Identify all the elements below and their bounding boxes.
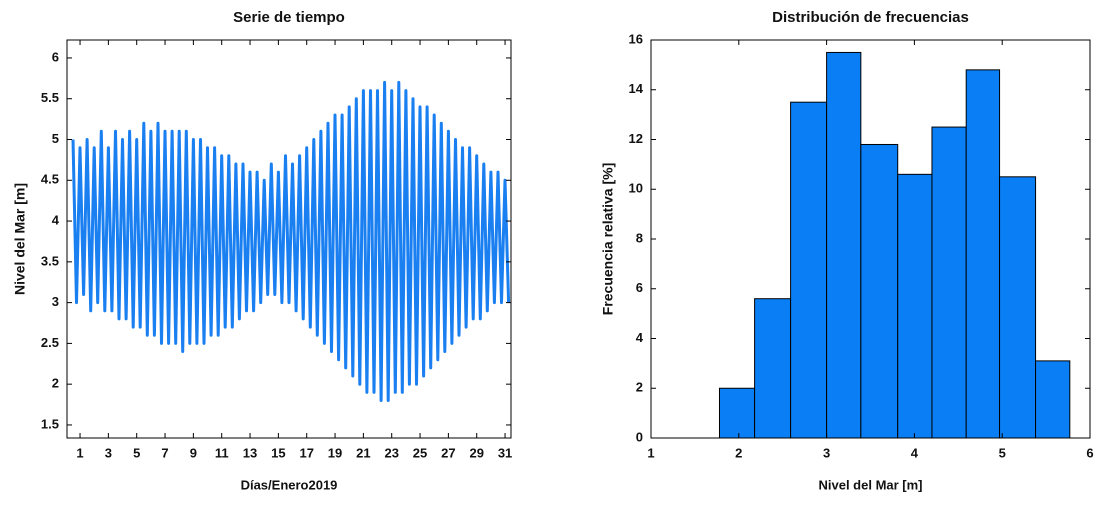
x-tick-label: 29 xyxy=(469,445,483,460)
y-tick-label: 3 xyxy=(52,294,59,309)
x-axis-label: Nivel del Mar [m] xyxy=(818,477,922,492)
data-line xyxy=(71,80,511,402)
y-tick-label: 0 xyxy=(636,429,643,444)
y-tick-label: 5 xyxy=(52,131,59,146)
x-tick-label: 3 xyxy=(105,445,112,460)
y-tick-label: 14 xyxy=(629,81,644,96)
y-tick-label: 4 xyxy=(52,212,60,227)
y-tick-label: 16 xyxy=(629,31,643,46)
bar xyxy=(754,298,792,439)
y-axis-label: Nivel del Mar [m] xyxy=(12,183,28,295)
y-tick-label: 6 xyxy=(52,49,59,64)
bar xyxy=(931,126,967,439)
y-tick-label: 3.5 xyxy=(41,253,59,268)
chart-title: Distribución de frecuencias xyxy=(772,9,969,26)
bar xyxy=(897,173,933,439)
x-tick-label: 11 xyxy=(215,445,229,460)
x-tick-label: 7 xyxy=(161,445,168,460)
x-tick-label: 5 xyxy=(999,445,1006,460)
chart-title: Serie de tiempo xyxy=(233,9,345,26)
x-tick-label: 15 xyxy=(271,445,285,460)
x-tick-label: 1 xyxy=(76,445,83,460)
x-tick-label: 5 xyxy=(133,445,140,460)
y-tick-label: 5.5 xyxy=(41,90,59,105)
y-tick-label: 8 xyxy=(636,230,643,245)
plot-frame xyxy=(66,39,512,439)
y-tick-label: 4.5 xyxy=(41,172,59,187)
bar xyxy=(718,387,756,439)
bar xyxy=(965,69,1001,439)
x-tick-label: 17 xyxy=(299,445,313,460)
y-tick-label: 2 xyxy=(636,380,643,395)
bar xyxy=(790,101,828,439)
bar xyxy=(1035,360,1071,439)
y-tick-label: 6 xyxy=(636,280,643,295)
x-tick-label: 4 xyxy=(911,445,919,460)
y-tick-label: 4 xyxy=(636,330,644,345)
x-tick-label: 25 xyxy=(413,445,427,460)
x-tick-label: 9 xyxy=(190,445,197,460)
x-tick-label: 27 xyxy=(441,445,455,460)
bar xyxy=(999,176,1037,439)
y-axis-label: Frecuencia relativa [%] xyxy=(600,163,616,316)
y-tick-label: 1.5 xyxy=(41,416,59,431)
x-tick-label: 21 xyxy=(356,445,370,460)
y-tick-label: 2.5 xyxy=(41,335,59,350)
x-tick-label: 19 xyxy=(328,445,342,460)
x-tick-label: 2 xyxy=(735,445,742,460)
x-tick-label: 13 xyxy=(243,445,257,460)
x-tick-label: 1 xyxy=(647,445,654,460)
y-tick-label: 12 xyxy=(629,131,643,146)
y-tick-label: 2 xyxy=(52,376,59,391)
x-axis-label: Días/Enero2019 xyxy=(241,477,338,492)
x-tick-label: 23 xyxy=(384,445,398,460)
bar xyxy=(860,143,899,439)
x-tick-label: 31 xyxy=(498,445,512,460)
x-tick-label: 6 xyxy=(1086,445,1093,460)
y-tick-label: 10 xyxy=(629,181,643,196)
x-tick-label: 3 xyxy=(823,445,830,460)
bar xyxy=(826,51,862,439)
